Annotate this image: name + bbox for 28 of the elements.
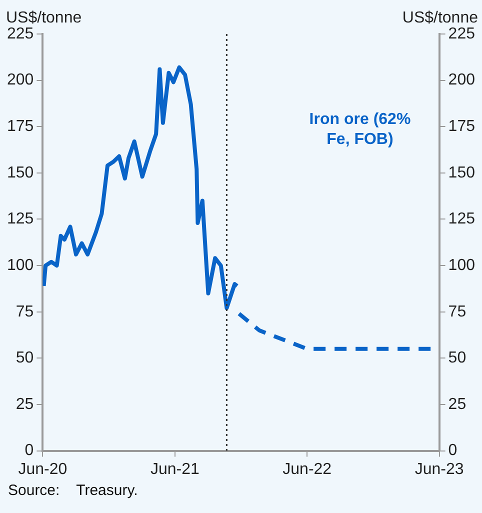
y2-tick-label: 0 xyxy=(448,442,458,460)
y-axis-title: US$/tonne xyxy=(6,9,82,26)
y-tick-label: 125 xyxy=(6,210,34,228)
y2-tick-label: 225 xyxy=(448,25,476,42)
x-tick-label: Jun-23 xyxy=(414,460,464,478)
y2-tick-label: 200 xyxy=(448,72,476,89)
text: Iron ore (62% Fe, FOB) xyxy=(309,111,411,148)
y-tick-label: 0 xyxy=(24,442,34,460)
y2-tick-label: 50 xyxy=(448,350,466,367)
y2-tick-label: 25 xyxy=(448,396,466,413)
y2-tick-label: 100 xyxy=(448,256,476,274)
y-tick-label: 50 xyxy=(16,350,34,367)
y-tick-label: 225 xyxy=(6,25,34,42)
x-tick-label: Jun-21 xyxy=(150,460,200,478)
y2-axis-title: US$/tonne xyxy=(402,9,478,26)
y-tick-label: 175 xyxy=(6,118,34,136)
y2-tick-label: 175 xyxy=(448,118,476,136)
y2-tick-label: 75 xyxy=(448,303,466,320)
y-tick-label: 150 xyxy=(6,164,34,182)
x-tick-label: Jun-20 xyxy=(18,460,68,478)
y-tick-label: 100 xyxy=(6,256,34,274)
y2-tick-label: 150 xyxy=(448,164,476,182)
y-tick-label: 200 xyxy=(6,72,34,89)
y-tick-label: 75 xyxy=(16,303,34,320)
source-note: Source: Treasury. xyxy=(7,482,139,499)
y2-tick-label: 125 xyxy=(448,210,476,228)
x-tick-label: Jun-22 xyxy=(282,460,332,478)
y-tick-label: 25 xyxy=(16,396,34,413)
